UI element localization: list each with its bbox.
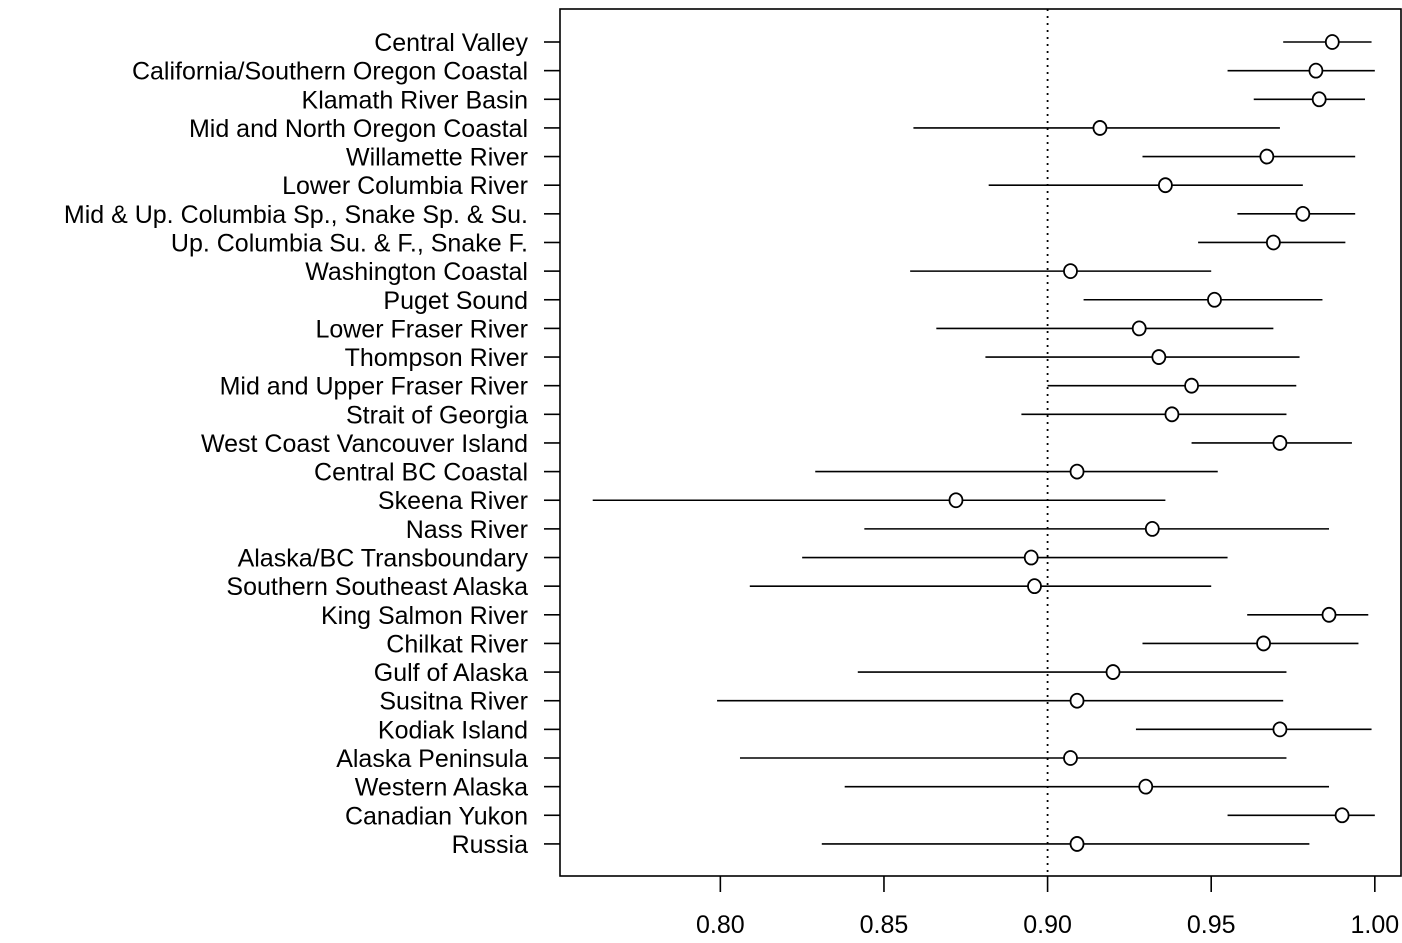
point-marker bbox=[948, 492, 964, 509]
category-label: Puget Sound bbox=[383, 287, 528, 315]
x-axis: 0.80 0.85 0.90 0.95 1.00 bbox=[696, 876, 1399, 939]
category-label: Gulf of Alaska bbox=[374, 659, 528, 687]
category-label: Lower Columbia River bbox=[282, 172, 528, 200]
point-marker bbox=[1105, 664, 1121, 680]
point-marker bbox=[1207, 291, 1222, 308]
point-marker bbox=[1131, 320, 1147, 337]
x-tick-label: 0.85 bbox=[860, 911, 909, 939]
point-marker bbox=[1023, 549, 1039, 566]
category-label: Southern Southeast Alaska bbox=[226, 573, 528, 601]
point-marker bbox=[1164, 406, 1180, 423]
category-label: Central Valley bbox=[374, 29, 528, 57]
category-label: Western Alaska bbox=[355, 774, 528, 802]
point-marker bbox=[1311, 91, 1327, 108]
category-label: Mid and North Oregon Coastal bbox=[189, 115, 528, 143]
point-marker bbox=[1259, 148, 1275, 165]
point-marker bbox=[1256, 635, 1271, 652]
point-marker bbox=[1334, 807, 1350, 824]
category-label: Central BC Coastal bbox=[314, 459, 528, 487]
x-tick-label: 0.80 bbox=[696, 911, 745, 939]
category-label: Nass River bbox=[406, 516, 528, 544]
category-label: Washington Coastal bbox=[305, 258, 528, 286]
point-marker bbox=[1324, 34, 1340, 50]
category-label: Lower Fraser River bbox=[315, 315, 528, 343]
category-label: Russia bbox=[452, 831, 529, 859]
category-label: Mid & Up. Columbia Sp., Snake Sp. & Su. bbox=[64, 201, 528, 229]
category-label: Willamette River bbox=[346, 144, 528, 172]
point-marker bbox=[1157, 177, 1173, 194]
category-label: King Salmon River bbox=[321, 602, 528, 630]
category-label: Klamath River Basin bbox=[302, 86, 528, 114]
point-marker bbox=[1308, 62, 1324, 79]
category-label: California/Southern Oregon Coastal bbox=[132, 58, 528, 86]
point-marker bbox=[1092, 120, 1108, 136]
point-marker bbox=[1063, 750, 1078, 766]
point-marker bbox=[1069, 836, 1085, 852]
point-marker bbox=[1265, 234, 1281, 251]
category-label: Kodiak Island bbox=[378, 716, 528, 744]
category-label: Susitna River bbox=[379, 688, 528, 716]
category-label: Alaska/BC Transboundary bbox=[238, 545, 529, 573]
point-marker bbox=[1069, 692, 1085, 709]
point-marker bbox=[1321, 606, 1337, 623]
x-tick-label: 1.00 bbox=[1350, 911, 1399, 939]
category-label: West Coast Vancouver Island bbox=[201, 430, 528, 458]
category-label: Mid and Upper Fraser River bbox=[220, 373, 528, 401]
category-label: Up. Columbia Su. & F., Snake F. bbox=[171, 229, 528, 257]
category-label: Skeena River bbox=[378, 487, 528, 515]
category-label: Alaska Peninsula bbox=[336, 745, 528, 773]
point-marker bbox=[1272, 721, 1288, 738]
point-estimates bbox=[948, 34, 1350, 852]
category-label: Chilkat River bbox=[386, 630, 528, 658]
point-marker bbox=[1295, 205, 1311, 222]
x-tick-label: 0.95 bbox=[1187, 911, 1236, 939]
category-label: Thompson River bbox=[345, 344, 528, 372]
category-label: Strait of Georgia bbox=[346, 401, 528, 429]
point-marker bbox=[1144, 520, 1160, 537]
x-tick-label: 0.90 bbox=[1023, 911, 1072, 939]
point-marker bbox=[1069, 463, 1085, 480]
point-marker bbox=[1027, 578, 1042, 595]
point-marker bbox=[1272, 435, 1288, 451]
point-marker bbox=[1063, 263, 1078, 280]
error-bars bbox=[592, 41, 1375, 845]
point-marker bbox=[1151, 349, 1167, 365]
point-marker bbox=[1138, 778, 1154, 795]
category-label: Canadian Yukon bbox=[345, 802, 528, 830]
point-marker bbox=[1184, 377, 1199, 394]
